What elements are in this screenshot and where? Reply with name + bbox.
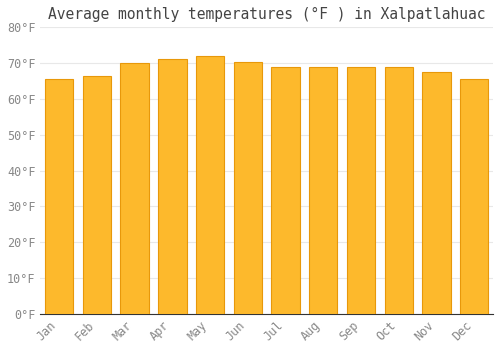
Bar (384, 67, 413, 314)
Bar (83, 76, 111, 314)
Bar (196, 56, 224, 314)
Bar (120, 63, 149, 314)
Bar (45, 79, 74, 314)
Bar (272, 67, 299, 314)
Bar (234, 62, 262, 314)
Bar (158, 59, 186, 314)
Bar (347, 67, 375, 314)
Bar (422, 72, 450, 314)
Bar (460, 79, 488, 314)
Title: Average monthly temperatures (°F ) in Xalpatlahuac: Average monthly temperatures (°F ) in Xa… (48, 7, 486, 22)
Bar (309, 67, 338, 314)
